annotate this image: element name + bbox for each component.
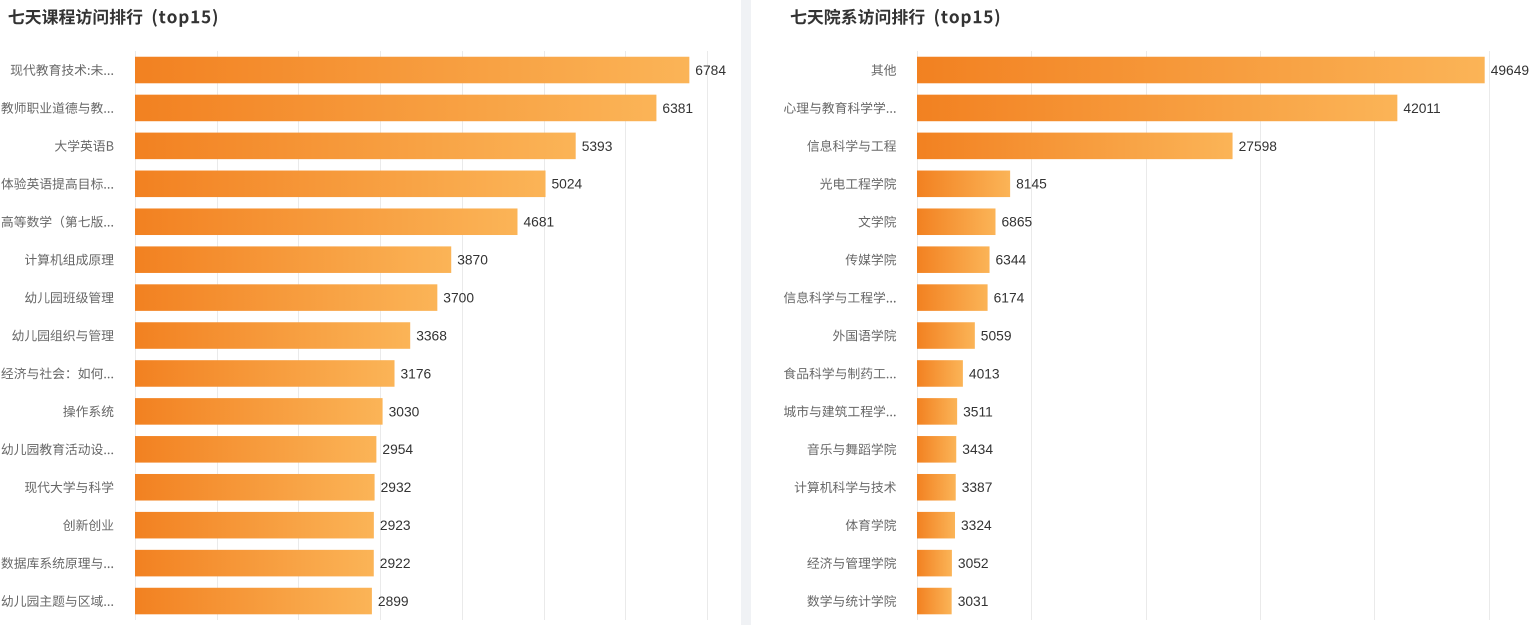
svg-text:3324: 3324 bbox=[961, 518, 992, 533]
svg-text:3030: 3030 bbox=[389, 404, 420, 419]
svg-text:4681: 4681 bbox=[524, 215, 555, 230]
svg-text:8145: 8145 bbox=[1016, 177, 1047, 192]
svg-text:3176: 3176 bbox=[401, 366, 432, 381]
svg-text:6784: 6784 bbox=[695, 63, 726, 78]
svg-text:6865: 6865 bbox=[1002, 215, 1033, 230]
svg-text:3368: 3368 bbox=[416, 328, 447, 343]
svg-text:2923: 2923 bbox=[380, 518, 411, 533]
svg-text:3511: 3511 bbox=[963, 404, 993, 419]
svg-text:27598: 27598 bbox=[1239, 139, 1278, 154]
svg-text:3700: 3700 bbox=[443, 291, 474, 306]
svg-text:3870: 3870 bbox=[457, 253, 488, 268]
svg-text:6344: 6344 bbox=[996, 253, 1027, 268]
svg-text:6174: 6174 bbox=[994, 291, 1025, 306]
svg-text:2932: 2932 bbox=[381, 480, 412, 495]
svg-text:3031: 3031 bbox=[958, 594, 989, 609]
svg-text:5059: 5059 bbox=[981, 328, 1012, 343]
svg-text:3387: 3387 bbox=[962, 480, 993, 495]
svg-text:5393: 5393 bbox=[582, 139, 613, 154]
svg-text:5024: 5024 bbox=[552, 177, 583, 192]
svg-text:49649: 49649 bbox=[1491, 63, 1530, 78]
svg-text:4013: 4013 bbox=[969, 366, 1000, 381]
svg-text:6381: 6381 bbox=[662, 101, 693, 116]
svg-text:42011: 42011 bbox=[1403, 101, 1440, 116]
svg-text:3052: 3052 bbox=[958, 556, 989, 571]
svg-text:2954: 2954 bbox=[382, 442, 413, 457]
svg-text:2899: 2899 bbox=[378, 594, 409, 609]
svg-text:3434: 3434 bbox=[962, 442, 993, 457]
svg-text:2922: 2922 bbox=[380, 556, 411, 571]
